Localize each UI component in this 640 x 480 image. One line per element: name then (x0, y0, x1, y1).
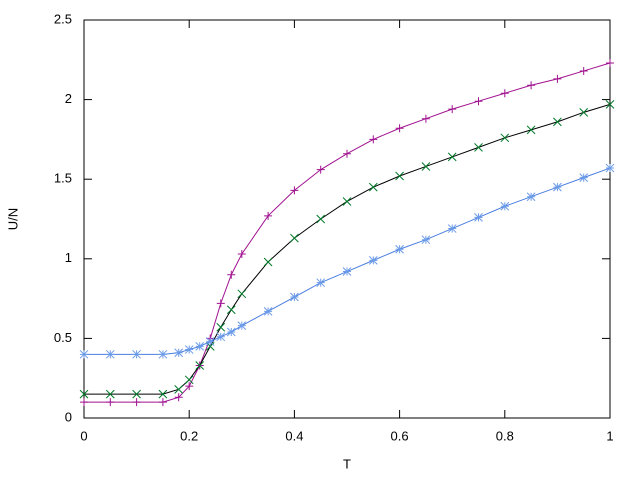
point-marker (395, 124, 404, 133)
point-marker (605, 100, 615, 109)
point-marker (343, 149, 351, 158)
point-marker (79, 349, 89, 359)
point-marker (216, 299, 225, 308)
x-tick-label: 0.6 (391, 428, 409, 443)
point-marker (500, 89, 509, 98)
point-marker (132, 349, 141, 359)
point-marker (195, 342, 205, 351)
point-marker (342, 197, 352, 206)
point-marker (474, 97, 483, 106)
point-marker (158, 389, 168, 399)
y-axis-label: U/N (5, 208, 20, 230)
point-marker (195, 361, 205, 370)
point-marker (264, 211, 273, 220)
y-tick-label: 1.5 (54, 171, 72, 186)
point-marker (237, 250, 246, 259)
point-marker (526, 125, 536, 135)
point-marker (316, 278, 326, 288)
y-tick-label: 1 (65, 250, 72, 265)
point-marker (105, 389, 115, 399)
point-marker (553, 117, 562, 127)
point-marker (421, 114, 430, 123)
point-marker (205, 337, 215, 346)
point-marker (174, 393, 183, 402)
point-marker (368, 182, 378, 192)
point-marker (263, 257, 273, 267)
x-tick-label: 0.4 (285, 428, 303, 443)
point-marker (216, 322, 226, 332)
point-marker (447, 152, 457, 162)
point-marker (553, 182, 562, 192)
point-marker (237, 289, 247, 299)
y-tick-label: 2 (65, 91, 72, 106)
point-marker (158, 398, 167, 407)
point-marker (174, 384, 184, 394)
point-marker (579, 66, 588, 75)
point-marker (290, 186, 299, 195)
point-marker (526, 192, 536, 202)
point-marker (105, 349, 115, 359)
point-marker (263, 306, 273, 316)
point-marker (237, 321, 247, 331)
y-tick-label: 2.5 (54, 11, 72, 26)
point-marker (500, 133, 510, 143)
point-marker (226, 327, 236, 337)
point-marker (447, 224, 457, 233)
point-marker (316, 214, 326, 224)
point-marker (290, 233, 299, 243)
point-marker (500, 201, 510, 211)
y-tick-label: 0 (65, 409, 72, 424)
point-marker (132, 398, 141, 407)
x-tick-label: 0.8 (496, 428, 514, 443)
point-marker (158, 349, 168, 359)
point-marker (79, 389, 89, 399)
point-marker (368, 256, 378, 265)
point-marker (605, 163, 615, 173)
point-marker (185, 382, 194, 391)
x-axis-label: T (343, 456, 351, 471)
point-marker (395, 171, 404, 181)
plot-frame (83, 19, 611, 419)
point-marker (579, 173, 589, 182)
point-marker (342, 267, 352, 276)
point-marker (216, 332, 226, 342)
point-marker (316, 165, 325, 174)
point-marker (226, 305, 236, 315)
point-marker (474, 213, 483, 222)
point-marker (579, 107, 589, 117)
point-marker (527, 81, 536, 90)
point-marker (553, 74, 562, 83)
point-marker (421, 162, 431, 171)
point-marker (290, 292, 299, 302)
point-marker (421, 235, 431, 245)
x-tick-label: 0 (80, 428, 87, 443)
point-marker (184, 375, 194, 385)
point-marker (474, 143, 483, 152)
point-marker (184, 345, 194, 354)
point-marker (227, 270, 236, 279)
point-marker (174, 348, 184, 358)
point-marker (369, 135, 378, 144)
point-marker (448, 105, 457, 114)
point-marker (106, 398, 115, 407)
point-marker (395, 244, 404, 254)
x-tick-label: 0.2 (180, 428, 198, 443)
point-marker (606, 58, 614, 67)
point-marker (132, 389, 141, 399)
x-tick-label: 1 (606, 428, 613, 443)
point-marker (80, 398, 88, 407)
y-tick-label: 0.5 (54, 330, 72, 345)
